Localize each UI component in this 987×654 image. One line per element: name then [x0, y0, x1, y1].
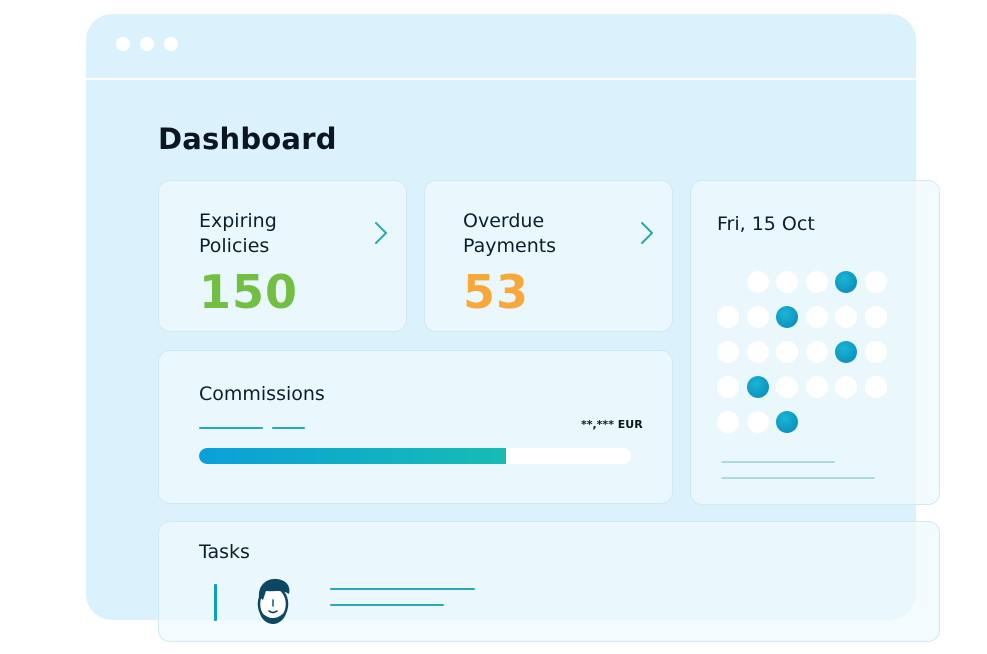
expiring-policies-card[interactable]: Expiring Policies 150: [158, 180, 407, 332]
calendar-day[interactable]: [864, 376, 887, 398]
window-minimize-dot[interactable]: [140, 37, 154, 51]
commissions-label: Commissions: [199, 383, 325, 405]
calendar-day[interactable]: [746, 306, 769, 328]
calendar-day[interactable]: [776, 376, 798, 398]
chevron-right-icon[interactable]: [636, 220, 658, 246]
commissions-card: Commissions **,*** EUR: [158, 350, 673, 504]
calendar-day[interactable]: [805, 341, 828, 363]
calendar-day-highlighted[interactable]: [835, 341, 857, 363]
calendar-day-highlighted[interactable]: [776, 411, 798, 433]
placeholder-line: [199, 427, 263, 429]
overdue-payments-label: Overdue Payments: [463, 210, 557, 257]
calendar-day[interactable]: [805, 271, 828, 293]
calendar-day[interactable]: [864, 341, 887, 363]
placeholder-line: [721, 477, 875, 479]
placeholder-line: [272, 427, 305, 429]
calendar-day[interactable]: [717, 306, 739, 328]
calendar-day[interactable]: [864, 271, 887, 293]
calendar-day[interactable]: [746, 411, 769, 433]
calendar-day[interactable]: [805, 306, 828, 328]
placeholder-line: [330, 588, 475, 590]
calendar-day-highlighted[interactable]: [835, 271, 857, 293]
overdue-payments-count: 53: [463, 265, 530, 319]
expiring-policies-label: Expiring Policies: [199, 210, 277, 257]
calendar-grid: [717, 271, 917, 433]
calendar-date: Fri, 15 Oct: [717, 213, 815, 235]
tasks-card: Tasks: [158, 521, 940, 642]
calendar-day[interactable]: [805, 376, 828, 398]
calendar-day-highlighted[interactable]: [746, 376, 769, 398]
tasks-label: Tasks: [199, 541, 250, 563]
page-title: Dashboard: [158, 122, 337, 156]
calendar-day-highlighted[interactable]: [776, 306, 798, 328]
window-close-dot[interactable]: [116, 37, 130, 51]
calendar-day[interactable]: [835, 376, 857, 398]
window-titlebar: [86, 14, 916, 80]
calendar-card: Fri, 15 Oct: [690, 180, 940, 505]
calendar-day[interactable]: [776, 341, 798, 363]
placeholder-line: [330, 604, 444, 606]
calendar-day[interactable]: [717, 341, 739, 363]
overdue-payments-card[interactable]: Overdue Payments 53: [424, 180, 673, 332]
user-avatar-icon: [257, 578, 290, 624]
calendar-day[interactable]: [746, 271, 769, 293]
commissions-progress-bar: [199, 448, 631, 464]
window-maximize-dot[interactable]: [164, 37, 178, 51]
expiring-policies-count: 150: [199, 265, 299, 319]
calendar-day[interactable]: [746, 341, 769, 363]
chevron-right-icon[interactable]: [370, 220, 392, 246]
calendar-day[interactable]: [776, 271, 798, 293]
commissions-progress-fill: [199, 448, 506, 464]
task-marker: [214, 584, 217, 621]
commissions-amount: **,*** EUR: [581, 418, 643, 431]
placeholder-line: [721, 461, 835, 463]
calendar-day[interactable]: [717, 376, 739, 398]
calendar-day[interactable]: [864, 306, 887, 328]
calendar-day[interactable]: [717, 411, 739, 433]
calendar-day[interactable]: [835, 306, 857, 328]
